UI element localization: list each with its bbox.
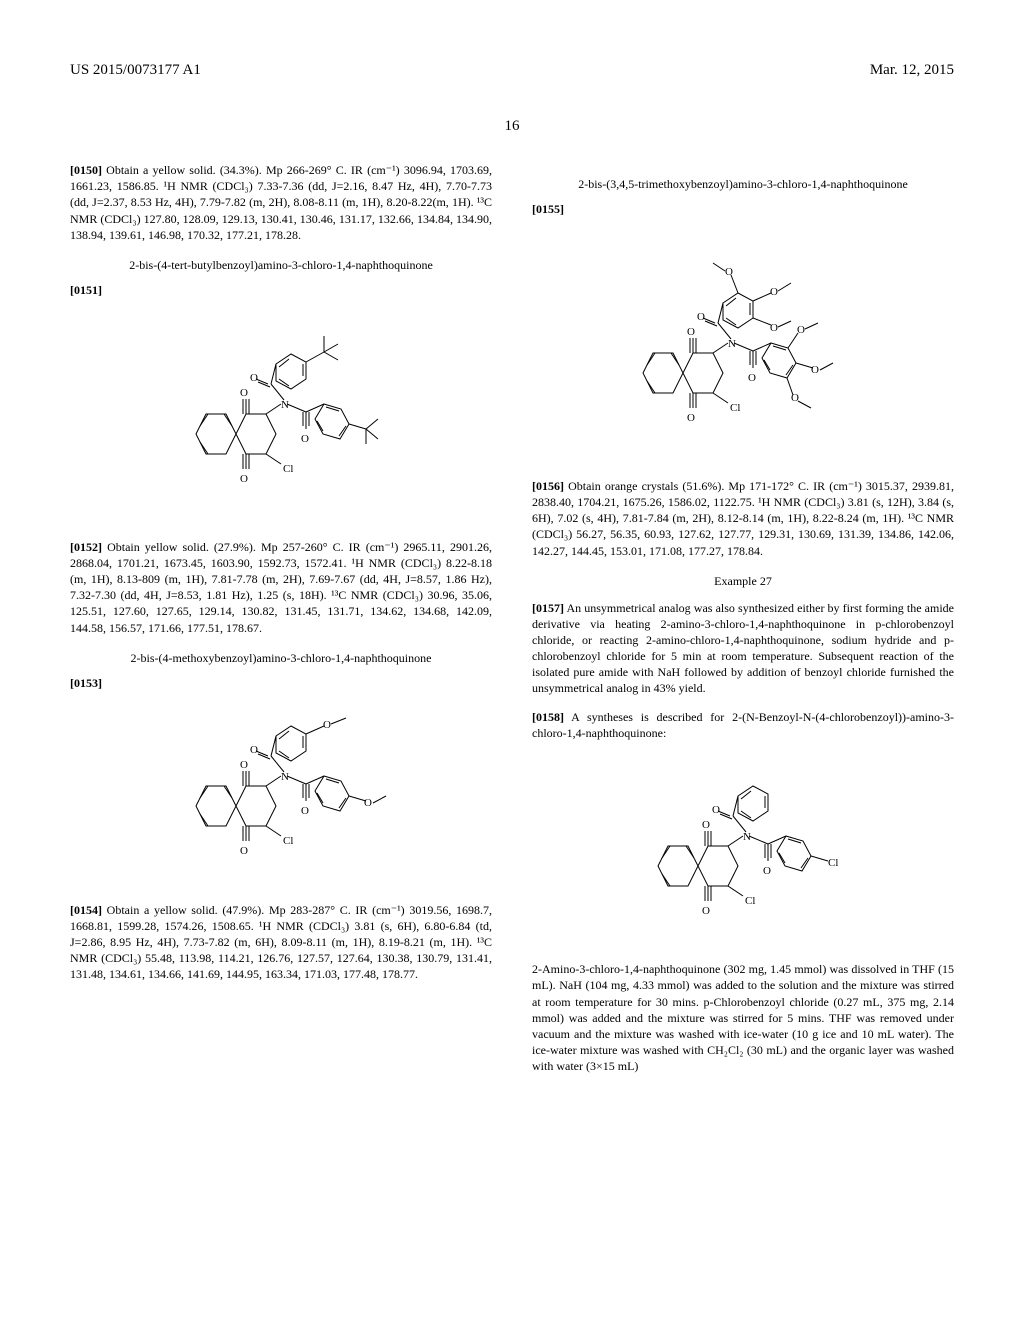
svg-text:O: O: [301, 805, 309, 817]
svg-text:Cl: Cl: [745, 895, 755, 907]
example-title-27: Example 27: [532, 573, 954, 590]
bracket-0153: [0153]: [70, 675, 492, 692]
svg-text:O: O: [697, 311, 705, 323]
compound-title-3: 2-bis-(3,4,5-trimethoxybenzoyl)amino-3-c…: [532, 176, 954, 193]
page-header: US 2015/0073177 A1 Mar. 12, 2015: [70, 60, 954, 81]
svg-text:O: O: [240, 845, 248, 857]
para-num-0158: [0158]: [532, 710, 564, 724]
svg-text:O: O: [702, 819, 710, 831]
svg-text:O: O: [763, 865, 771, 877]
paragraph-final: 2-Amino-3-chloro-1,4-naphthoquinone (302…: [532, 961, 954, 1074]
svg-text:O: O: [791, 392, 799, 404]
svg-text:O: O: [797, 324, 805, 336]
svg-text:O: O: [687, 326, 695, 338]
para-num-0152: [0152]: [70, 540, 102, 554]
svg-text:O: O: [240, 759, 248, 771]
page-number: 16: [70, 116, 954, 137]
chemical-structure-4: O O O O N Cl Cl: [532, 756, 954, 941]
paragraph-0150: [0150] Obtain a yellow solid. (34.3%). M…: [70, 162, 492, 243]
svg-text:O: O: [687, 412, 695, 424]
svg-text:O: O: [250, 372, 258, 384]
para-num-0156: [0156]: [532, 479, 564, 493]
svg-text:Cl: Cl: [730, 402, 740, 414]
svg-text:O: O: [770, 322, 778, 334]
svg-text:O: O: [240, 387, 248, 399]
compound-title-1: 2-bis-(4-tert-butylbenzoyl)amino-3-chlor…: [70, 257, 492, 274]
para-num-0154: [0154]: [70, 903, 102, 917]
para-text-0156: Obtain orange crystals (51.6%). Mp 171-1…: [532, 479, 954, 558]
svg-text:O: O: [323, 719, 331, 731]
compound-title-2: 2-bis-(4-methoxybenzoyl)amino-3-chloro-1…: [70, 650, 492, 667]
paragraph-0158: [0158] A syntheses is described for 2-(N…: [532, 709, 954, 741]
svg-text:Cl: Cl: [828, 857, 838, 869]
svg-text:N: N: [281, 771, 289, 783]
bracket-0151: [0151]: [70, 282, 492, 299]
svg-text:O: O: [811, 364, 819, 376]
left-column: [0150] Obtain a yellow solid. (34.3%). M…: [70, 162, 492, 1087]
para-text-0152: Obtain yellow solid. (27.9%). Mp 257-260…: [70, 540, 492, 635]
svg-text:O: O: [301, 433, 309, 445]
patent-id: US 2015/0073177 A1: [70, 60, 201, 81]
svg-text:O: O: [250, 744, 258, 756]
svg-text:Cl: Cl: [283, 835, 293, 847]
paragraph-0154: [0154] Obtain a yellow solid. (47.9%). M…: [70, 902, 492, 983]
para-num-0150: [0150]: [70, 163, 102, 177]
svg-text:N: N: [728, 338, 736, 350]
bracket-0155: [0155]: [532, 201, 954, 218]
svg-text:O: O: [240, 473, 248, 485]
svg-text:O: O: [712, 804, 720, 816]
chemical-structure-1: O O O O N Cl: [70, 314, 492, 519]
para-text-0157: An unsymmetrical analog was also synthes…: [532, 601, 954, 696]
svg-text:O: O: [702, 905, 710, 917]
paragraph-0157: [0157] An unsymmetrical analog was also …: [532, 600, 954, 697]
para-text-0150: Obtain a yellow solid. (34.3%). Mp 266-2…: [70, 163, 492, 242]
content-columns: [0150] Obtain a yellow solid. (34.3%). M…: [70, 162, 954, 1087]
chemical-structure-3: O O O O N Cl O O O O O O: [532, 233, 954, 458]
para-text-0154: Obtain a yellow solid. (47.9%). Mp 283-2…: [70, 903, 492, 982]
svg-text:O: O: [364, 797, 372, 809]
patent-date: Mar. 12, 2015: [870, 60, 954, 81]
right-column: 2-bis-(3,4,5-trimethoxybenzoyl)amino-3-c…: [532, 162, 954, 1087]
svg-text:O: O: [725, 266, 733, 278]
paragraph-0156: [0156] Obtain orange crystals (51.6%). M…: [532, 478, 954, 559]
svg-text:O: O: [748, 372, 756, 384]
svg-text:N: N: [281, 399, 289, 411]
svg-text:Cl: Cl: [283, 463, 293, 475]
chemical-structure-2: O O O O N Cl O O: [70, 706, 492, 881]
svg-text:O: O: [770, 286, 778, 298]
para-text-0158: A syntheses is described for 2-(N-Benzoy…: [532, 710, 954, 740]
paragraph-0152: [0152] Obtain yellow solid. (27.9%). Mp …: [70, 539, 492, 636]
svg-text:N: N: [743, 831, 751, 843]
para-num-0157: [0157]: [532, 601, 564, 615]
